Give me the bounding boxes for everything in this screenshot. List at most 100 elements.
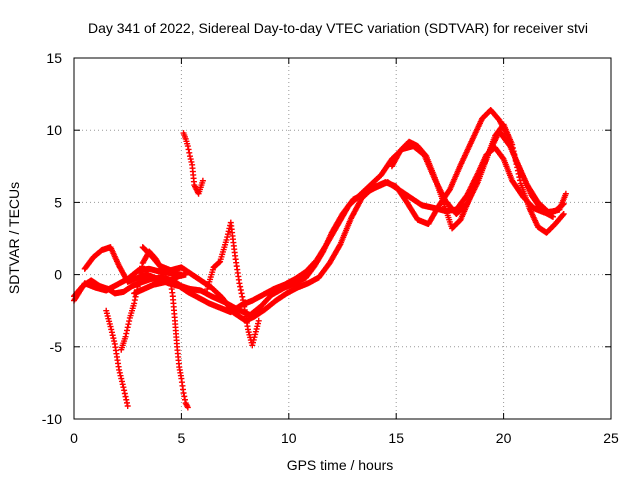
series-track-k <box>131 271 189 297</box>
data-point <box>225 228 232 235</box>
data-point <box>186 153 193 160</box>
data-point <box>185 146 192 153</box>
data-point <box>184 143 191 150</box>
data-point <box>161 268 168 275</box>
chart-title: Day 341 of 2022, Sidereal Day-to-day VTE… <box>88 20 588 36</box>
data-point <box>509 141 516 148</box>
data-point <box>255 320 262 327</box>
series-layer <box>71 106 569 411</box>
data-point <box>511 151 518 158</box>
x-tick-label: 25 <box>603 430 619 446</box>
data-point <box>253 325 260 332</box>
data-point <box>254 323 261 330</box>
data-point <box>251 334 258 341</box>
data-point <box>560 210 567 217</box>
data-point <box>116 366 123 373</box>
x-axis-label: GPS time / hours <box>287 457 394 473</box>
data-point <box>184 404 191 411</box>
data-point <box>250 339 256 346</box>
data-point <box>118 378 125 385</box>
x-tick-label: 15 <box>388 430 404 446</box>
y-axis-label: SDTVAR / TECUs <box>6 182 22 294</box>
data-point <box>562 190 569 197</box>
data-point <box>118 375 125 382</box>
data-point <box>123 399 130 406</box>
data-point <box>136 273 143 280</box>
data-point <box>255 317 262 324</box>
data-point <box>131 297 138 304</box>
data-point <box>237 283 244 290</box>
data-point <box>131 300 138 307</box>
data-point <box>514 164 521 171</box>
series-track-h <box>167 278 191 411</box>
data-point <box>224 231 231 238</box>
series-track-f <box>103 307 131 410</box>
data-point <box>116 369 123 376</box>
data-point <box>238 290 245 297</box>
data-point <box>123 396 130 403</box>
data-point <box>126 318 133 325</box>
y-tick-label: 0 <box>54 267 62 283</box>
data-point <box>239 293 246 300</box>
data-point <box>134 283 141 290</box>
data-point <box>223 236 230 243</box>
data-point <box>513 161 520 168</box>
data-point <box>249 342 256 349</box>
series-track-g <box>118 248 168 353</box>
data-point <box>252 328 259 335</box>
data-point <box>515 170 522 177</box>
data-point <box>123 327 130 334</box>
data-point <box>239 297 246 304</box>
data-point <box>123 330 130 337</box>
data-point <box>139 263 146 270</box>
data-point <box>510 148 517 155</box>
data-point <box>125 321 132 328</box>
data-point <box>124 403 131 410</box>
data-point <box>121 387 128 394</box>
data-point <box>110 335 117 342</box>
data-point <box>250 336 257 343</box>
series-track-j <box>204 219 262 349</box>
data-point <box>107 323 114 330</box>
data-point <box>550 213 557 220</box>
data-point <box>119 381 126 388</box>
plot-frame <box>73 57 612 420</box>
ticks: 0 5 10 15 20 25 -10 -5 0 5 10 15 <box>42 50 619 446</box>
data-point <box>512 154 519 161</box>
data-point <box>108 329 115 336</box>
data-point <box>122 333 129 340</box>
series-track-i <box>180 130 206 197</box>
data-point <box>122 393 129 400</box>
data-point <box>188 158 195 165</box>
data-point <box>224 234 231 241</box>
series-track-e <box>388 121 567 236</box>
grid <box>74 58 611 419</box>
data-point <box>160 267 167 274</box>
data-point <box>236 280 243 287</box>
data-point <box>237 287 244 294</box>
x-tick-label: 10 <box>281 430 297 446</box>
data-point <box>180 390 187 397</box>
data-point <box>514 167 521 174</box>
data-point <box>517 177 524 184</box>
data-point <box>111 338 118 345</box>
data-point <box>136 276 143 283</box>
data-point <box>509 144 516 151</box>
y-tick-label: 10 <box>46 122 62 138</box>
data-point <box>199 177 206 184</box>
data-point <box>182 271 189 278</box>
data-point <box>109 332 116 339</box>
data-point <box>560 211 567 218</box>
x-tick-label: 5 <box>178 430 186 446</box>
data-point <box>516 174 523 181</box>
data-point <box>137 270 144 277</box>
data-point <box>117 372 124 379</box>
data-point <box>120 384 127 391</box>
data-point <box>138 266 145 273</box>
y-tick-label: 5 <box>54 194 62 210</box>
x-tick-label: 20 <box>496 430 512 446</box>
data-point <box>181 393 188 400</box>
x-tick-label: 0 <box>70 430 78 446</box>
